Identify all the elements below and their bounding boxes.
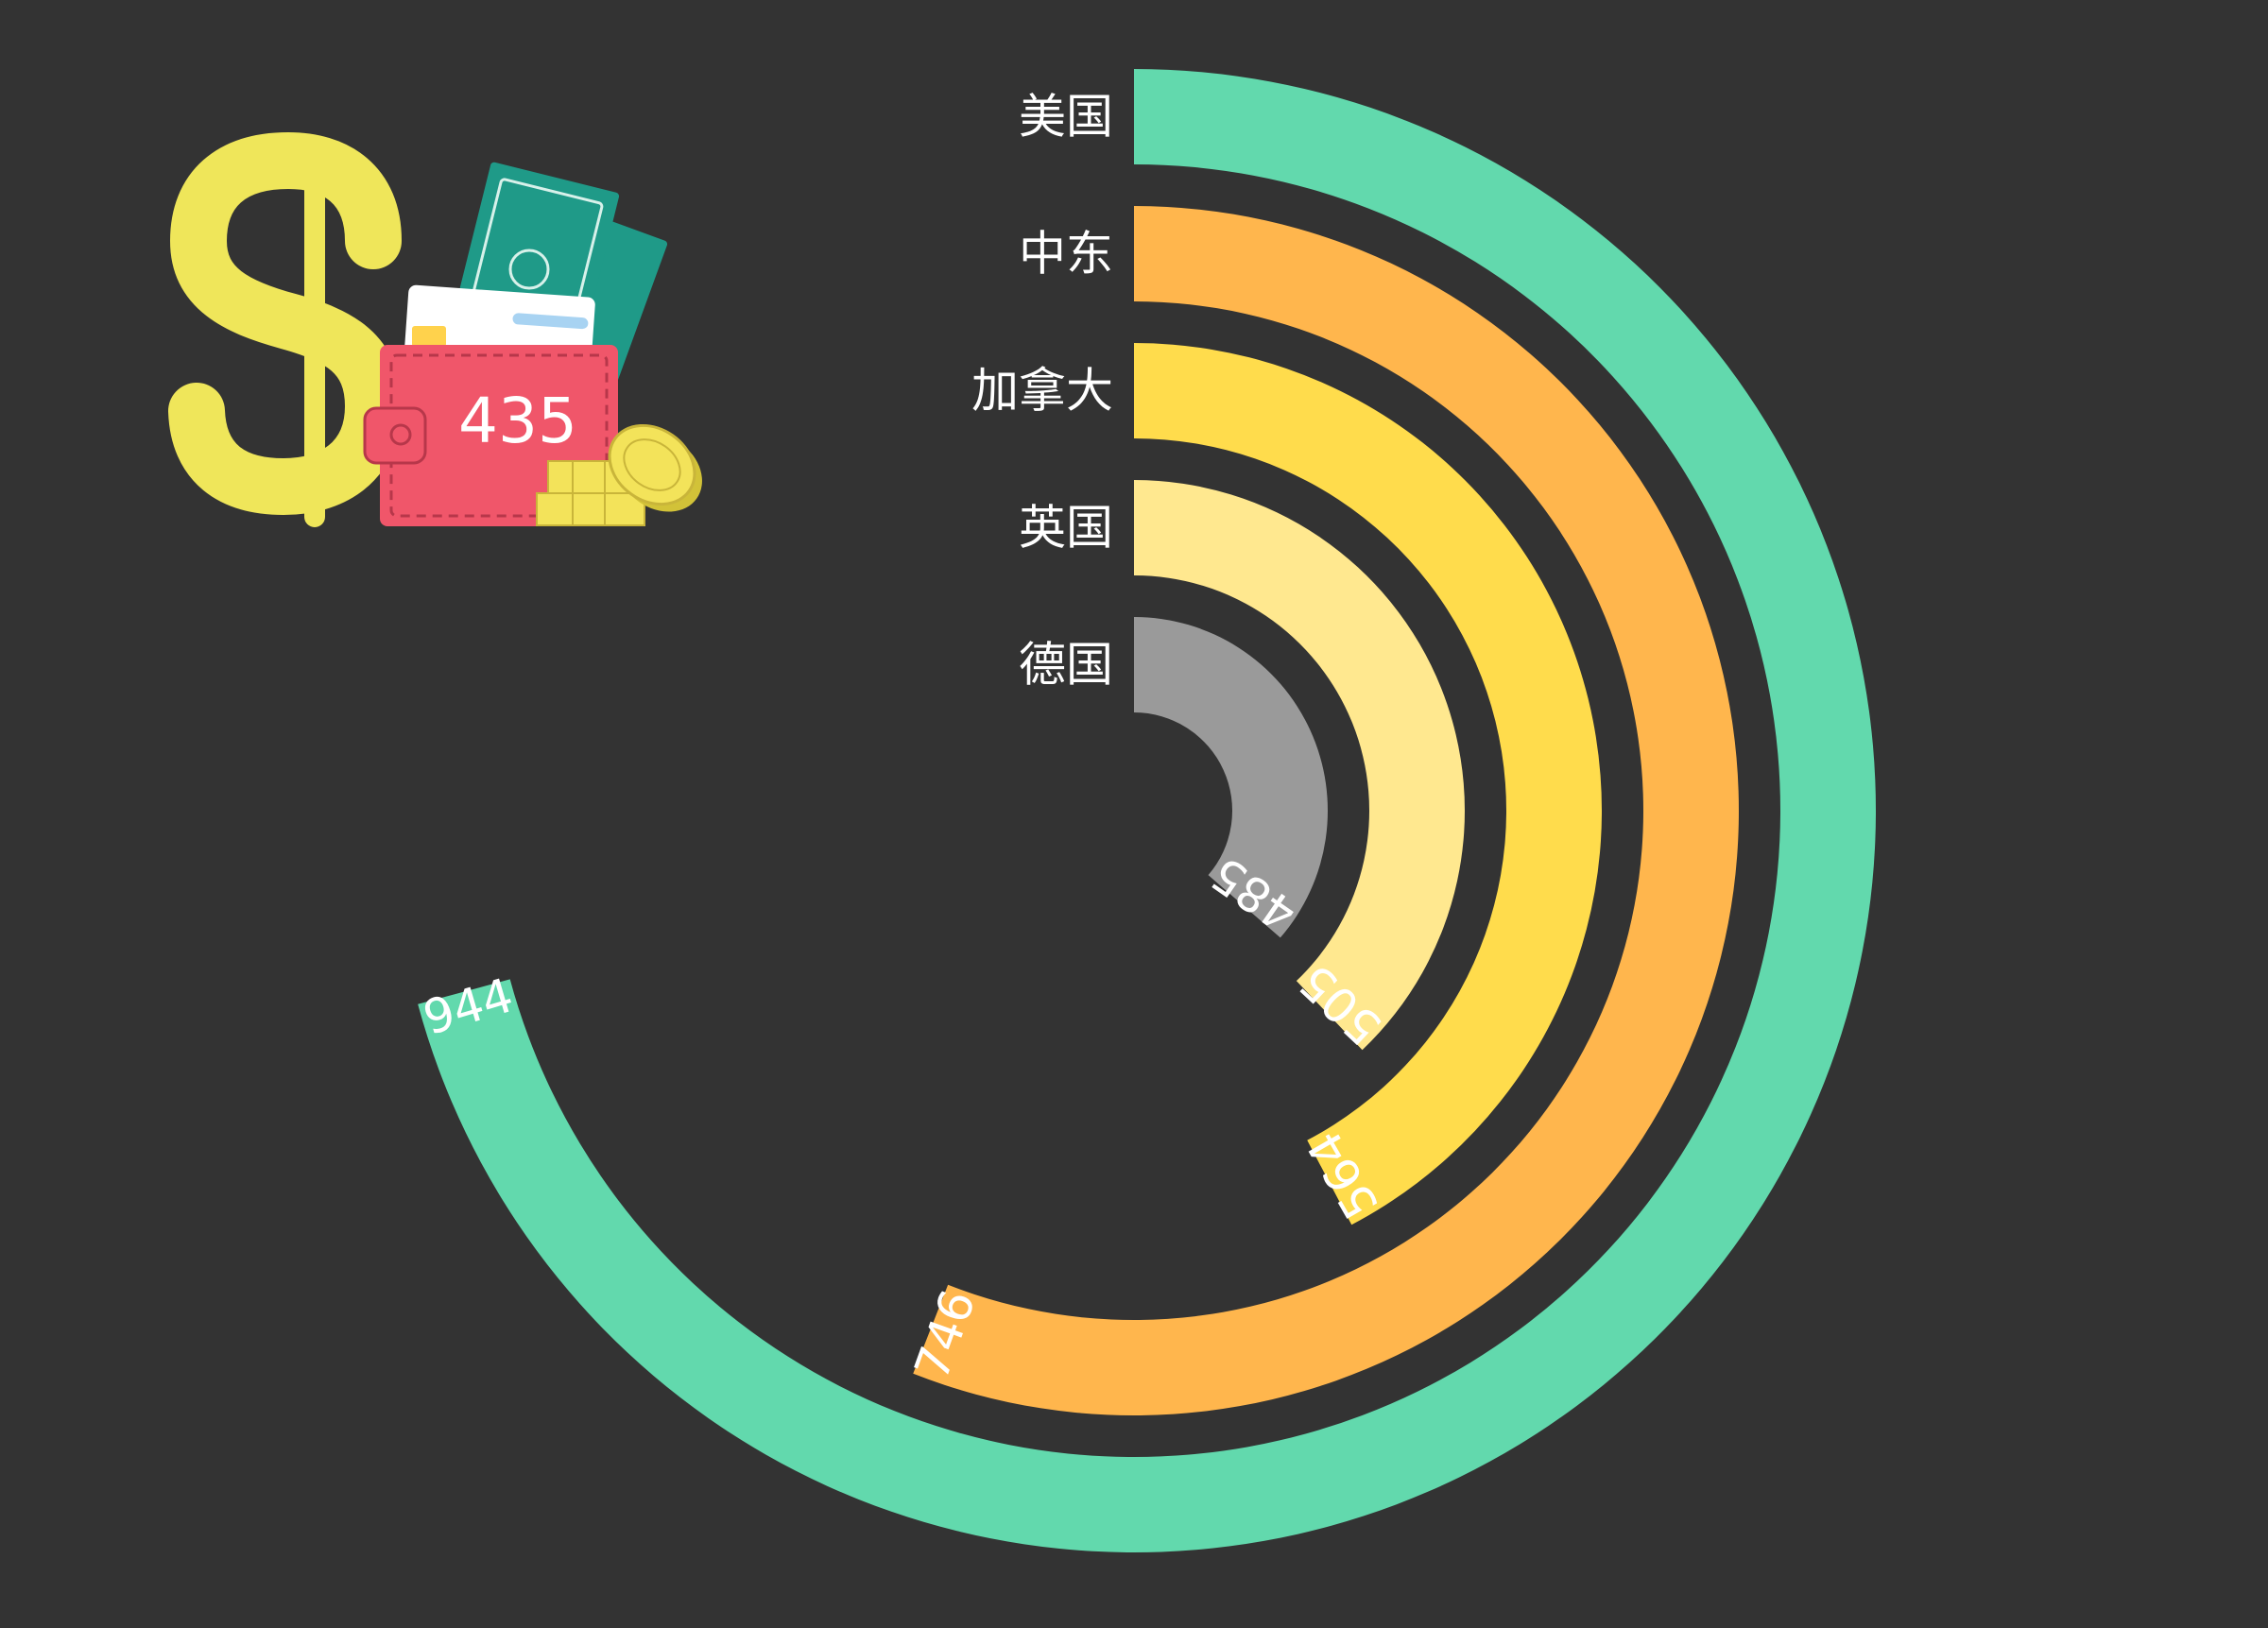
radial-bar-3 — [1134, 480, 1465, 1051]
radial-bar-4 — [1134, 617, 1328, 938]
wallet-value: 435 — [458, 385, 577, 457]
money-wallet-icon: 435 — [168, 131, 702, 527]
radial-bar-2 — [1134, 343, 1602, 1225]
dollar-sign-icon — [168, 131, 403, 527]
category-label: 德国 — [1019, 638, 1113, 693]
category-label: 美国 — [1019, 90, 1113, 145]
coins-icon — [536, 423, 702, 526]
category-label: 中东 — [1019, 227, 1113, 282]
category-label: 英国 — [1019, 501, 1113, 556]
category-label: 加拿大 — [971, 364, 1113, 419]
